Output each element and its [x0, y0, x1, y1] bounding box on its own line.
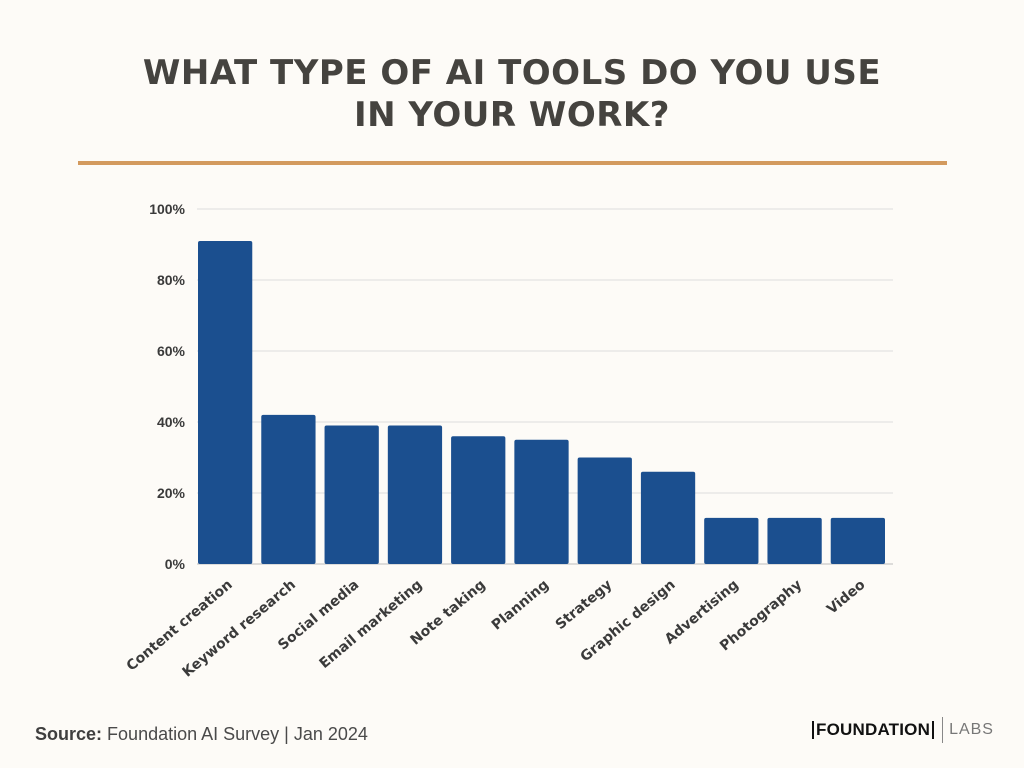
x-tick-label: Keyword research [180, 577, 299, 681]
title-divider [78, 161, 947, 165]
bar [704, 517, 759, 564]
x-tick-label: Planning [489, 577, 552, 634]
bar [324, 425, 379, 564]
y-tick-label: 60% [157, 343, 186, 359]
y-tick-label: 20% [157, 485, 186, 501]
logo-separator [942, 717, 944, 743]
bar [261, 414, 316, 564]
y-tick-label: 80% [157, 272, 186, 288]
chart-title-line-1: WHAT TYPE OF AI TOOLS DO YOU USE [142, 53, 882, 93]
y-tick-label: 100% [149, 201, 185, 217]
bar [451, 436, 506, 564]
foundation-labs-logo: FOUNDATION LABS [812, 716, 994, 744]
bar [198, 240, 253, 564]
source-note: Source: Foundation AI Survey | Jan 2024 [35, 724, 368, 745]
chart-title: WHAT TYPE OF AI TOOLS DO YOU USE IN YOUR… [0, 52, 1024, 136]
bar [577, 457, 632, 564]
chart-title-line-2: IN YOUR WORK? [353, 95, 671, 135]
x-tick-label: Content creation [124, 577, 236, 675]
logo-subtitle: LABS [949, 721, 994, 738]
x-tick-label: Video [824, 577, 869, 618]
y-tick-label: 40% [157, 414, 186, 430]
bar-chart: 0% 20% 40% 60% 80% 100% Content creationKeywor… [124, 201, 893, 681]
logo-wordmark: FOUNDATION [812, 721, 935, 739]
x-tick-label: Strategy [553, 577, 616, 633]
x-tick-label: Email marketing [316, 577, 425, 672]
source-label: Source: [35, 724, 103, 744]
bar [767, 517, 822, 564]
bar [514, 439, 569, 564]
bar [640, 471, 696, 564]
bar [830, 517, 885, 564]
source-text: Foundation AI Survey | Jan 2024 [107, 724, 368, 744]
bar [387, 425, 443, 564]
y-tick-label: 0% [165, 556, 186, 572]
